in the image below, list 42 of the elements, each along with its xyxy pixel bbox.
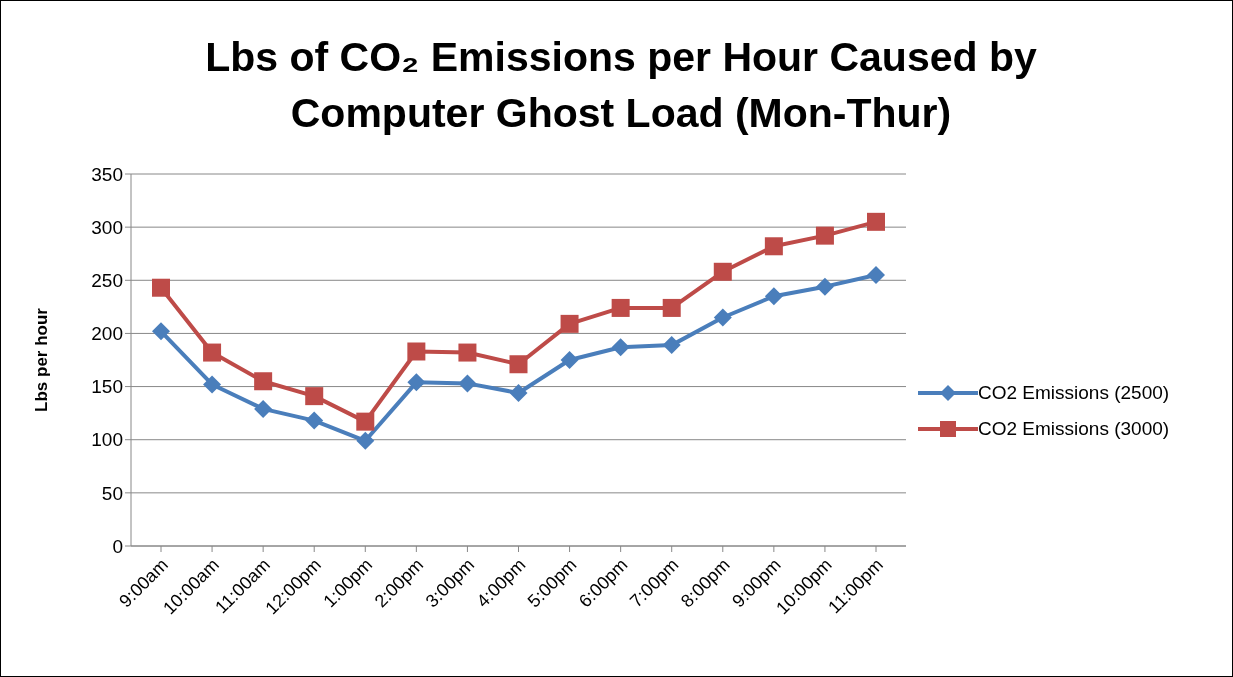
y-tick-label: 200 [91, 323, 123, 345]
y-tick-label: 250 [91, 270, 123, 292]
point [203, 343, 222, 362]
y-tick-label: 0 [112, 535, 123, 557]
point [611, 338, 630, 357]
point [203, 375, 222, 394]
point [509, 355, 528, 374]
point [356, 412, 375, 431]
point [305, 387, 324, 406]
point [407, 342, 426, 361]
point [815, 277, 834, 296]
point [867, 265, 885, 284]
point [764, 287, 783, 306]
chart-title: Lbs of CO₂ Emissions per Hour Caused by Computer Ghost Load (Mon-Thur) [204, 33, 1038, 138]
y-tick-label: 300 [91, 216, 123, 238]
y-tick-label: 100 [91, 429, 123, 451]
point [407, 373, 426, 392]
point [152, 322, 170, 341]
point [713, 262, 732, 281]
point [356, 431, 375, 450]
point [254, 372, 273, 391]
point [509, 383, 528, 402]
point [764, 237, 783, 256]
point [305, 411, 324, 430]
point [560, 314, 579, 333]
point [458, 374, 477, 393]
point [815, 226, 834, 245]
point [662, 298, 681, 317]
legend-label: CO2 Emissions (3000) [978, 418, 1170, 440]
point [152, 278, 170, 297]
point [662, 336, 681, 355]
point [560, 351, 579, 369]
point [254, 399, 273, 418]
point [713, 308, 732, 327]
y-tick-label: 350 [91, 163, 123, 185]
y-tick-label: 150 [91, 376, 123, 398]
y-axis-title: Lbs per hour [32, 307, 52, 412]
y-tick-label: 50 [101, 482, 123, 504]
point [458, 343, 477, 362]
point [867, 212, 885, 231]
legend-label: CO2 Emissions (2500) [978, 382, 1170, 404]
point [611, 298, 630, 317]
